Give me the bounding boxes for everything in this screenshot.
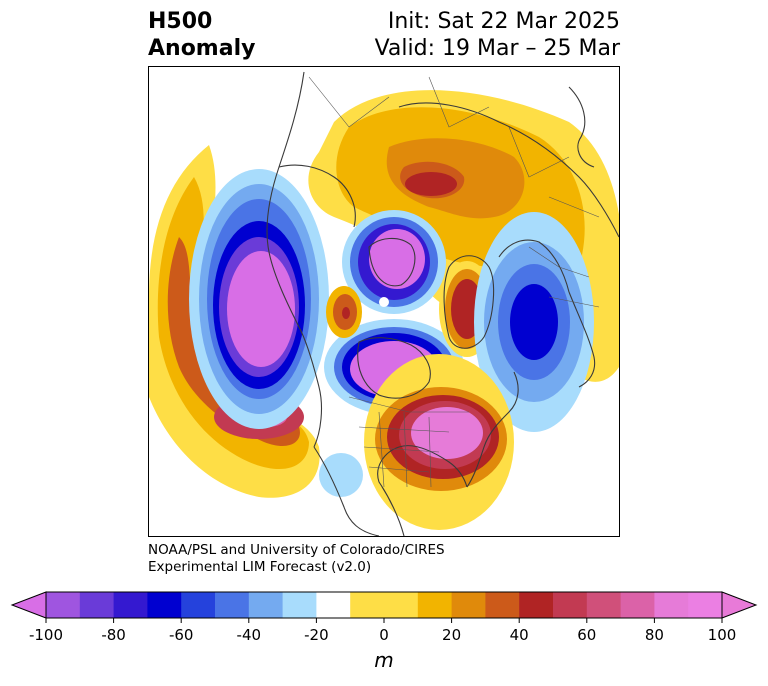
colorbar-tick-label: 20 <box>442 626 461 644</box>
colorbar-bin <box>519 592 554 618</box>
colorbar-bin <box>147 592 182 618</box>
colorbar-tick-label: -80 <box>101 626 126 644</box>
coastline-east-us <box>466 371 519 488</box>
map-title: H500 Anomaly <box>148 8 255 62</box>
colorbar-tick-label: -40 <box>237 626 262 644</box>
colorbar-bin <box>485 592 520 618</box>
north-pole-marker <box>379 297 389 307</box>
coastlines <box>266 71 619 536</box>
colorbar-ticks: -100 -80 -60 -40 -20 0 20 40 60 80 100 <box>29 618 736 644</box>
credit-line2: Experimental LIM Forecast (v2.0) <box>148 559 372 575</box>
positive-anomaly-siberia-core <box>405 172 457 196</box>
colorbar-tick-label: 0 <box>379 626 389 644</box>
colorbar-tick-label: 60 <box>577 626 596 644</box>
anomaly-map-svg <box>149 71 619 536</box>
colorbar-bin <box>688 592 723 618</box>
positive-anomaly-eastern-us-core <box>411 407 483 459</box>
init-date: Init: Sat 22 Mar 2025 <box>387 9 620 34</box>
colorbar-bin <box>316 592 351 618</box>
coastline-west-us <box>313 446 380 536</box>
colorbar-unit: m <box>374 648 394 672</box>
anomaly-map <box>148 66 620 537</box>
coastline-alaska <box>278 164 356 228</box>
colorbar-tick-label: 80 <box>645 626 664 644</box>
title-field: Anomaly <box>148 36 256 61</box>
coastline-gulf <box>377 445 468 536</box>
negative-anomaly-arctic-core <box>369 229 425 289</box>
border-us-states <box>358 411 450 488</box>
credit-line1: NOAA/PSL and University of Colorado/CIRE… <box>148 542 445 558</box>
colorbar-bin <box>248 592 284 618</box>
colorbar-bin <box>553 592 588 618</box>
title-variable: H500 <box>148 9 213 34</box>
colorbar-bin <box>282 592 317 618</box>
anomaly-contours <box>149 90 619 530</box>
negative-anomaly-atlantic-core <box>510 284 558 360</box>
positive-anomaly-pacific-arc-core <box>167 237 300 447</box>
colorbar: -100 -80 -60 -40 -20 0 20 40 60 80 100 <box>10 591 758 644</box>
colorbar-bin <box>215 592 250 618</box>
coastline-east-asia <box>568 86 595 168</box>
colorbar-bin <box>181 592 216 618</box>
coastline-europe <box>568 291 596 388</box>
colorbar-bin <box>620 592 655 618</box>
colorbar-extend-high <box>721 591 758 619</box>
positive-anomaly-alaska-core <box>342 307 350 319</box>
colorbar-bin <box>417 592 453 618</box>
colorbar-bin <box>350 592 419 618</box>
colorbar-bin <box>654 592 689 618</box>
negative-anomaly-western-us <box>319 453 363 497</box>
forecast-dates: Init: Sat 22 Mar 2025 Valid: 19 Mar – 25… <box>375 8 620 62</box>
colorbar-bin <box>46 592 81 618</box>
colorbar-tick-label: -60 <box>169 626 194 644</box>
border-us-canada <box>348 396 469 413</box>
political-boundaries <box>308 76 600 488</box>
border-eurasia <box>308 76 600 218</box>
negative-anomaly-pacific-core <box>227 251 295 367</box>
colorbar-bin <box>113 592 148 618</box>
coastline-scandinavia <box>498 239 570 293</box>
valid-range: Valid: 19 Mar – 25 Mar <box>374 36 620 61</box>
colorbar-bin <box>451 592 486 618</box>
colorbar-tick-label: -20 <box>304 626 329 644</box>
coastline-arctic-islands <box>368 237 416 287</box>
coastline-hudson-bay <box>357 337 431 399</box>
colorbar-bins <box>10 591 758 619</box>
colorbar-tick-label: 100 <box>708 626 737 644</box>
credit-text: NOAA/PSL and University of Colorado/CIRE… <box>148 542 445 576</box>
coastline-greenland <box>443 255 495 349</box>
colorbar-tick-label: -100 <box>29 626 63 644</box>
coastline-siberia <box>398 102 619 238</box>
colorbar-bin <box>79 592 115 618</box>
colorbar-extend-low <box>10 591 47 619</box>
border-europe <box>528 246 600 308</box>
colorbar-bin <box>586 592 622 618</box>
colorbar-tick-label: 40 <box>510 626 529 644</box>
coastline-pacific-nw <box>266 71 323 448</box>
